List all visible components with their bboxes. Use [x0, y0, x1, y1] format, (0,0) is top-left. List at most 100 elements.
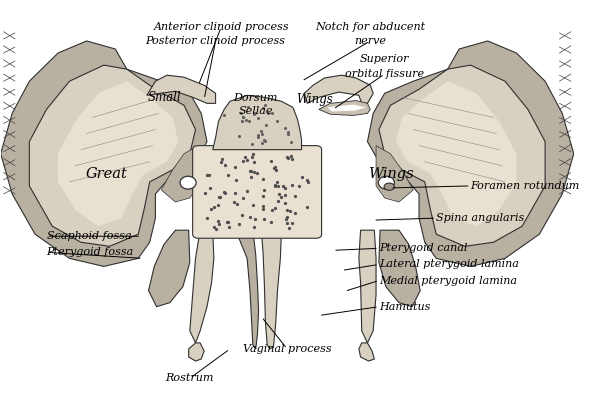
- Point: [253, 132, 263, 138]
- Point: [245, 118, 254, 125]
- Point: [242, 157, 252, 163]
- Point: [290, 193, 300, 199]
- Point: [237, 117, 247, 124]
- Point: [270, 205, 280, 211]
- Point: [204, 172, 214, 179]
- Point: [287, 182, 297, 188]
- Point: [259, 216, 269, 223]
- Text: Great: Great: [86, 167, 128, 181]
- Text: Superior: Superior: [360, 54, 409, 64]
- Text: Lateral pterygoid lamina: Lateral pterygoid lamina: [379, 259, 519, 269]
- Point: [298, 173, 307, 180]
- Ellipse shape: [180, 176, 196, 189]
- Point: [220, 162, 230, 168]
- Point: [260, 138, 270, 144]
- Point: [232, 200, 242, 207]
- Point: [253, 115, 263, 121]
- Point: [214, 221, 224, 227]
- Point: [261, 122, 271, 128]
- Point: [239, 158, 248, 164]
- Text: orbital fissure: orbital fissure: [345, 69, 424, 79]
- Point: [214, 194, 224, 200]
- Point: [287, 153, 296, 159]
- FancyBboxPatch shape: [193, 145, 322, 238]
- Point: [241, 154, 250, 160]
- Point: [217, 159, 226, 165]
- Point: [270, 164, 280, 170]
- Point: [244, 104, 253, 110]
- Point: [206, 185, 215, 191]
- Text: Pterygoid fossa: Pterygoid fossa: [47, 247, 134, 257]
- Polygon shape: [359, 343, 374, 361]
- Point: [247, 167, 256, 174]
- Text: Anterior clinoid process: Anterior clinoid process: [154, 22, 289, 32]
- Point: [282, 213, 292, 220]
- Text: Spina angularis: Spina angularis: [436, 213, 524, 223]
- Point: [302, 204, 312, 210]
- Point: [232, 177, 241, 183]
- Polygon shape: [149, 230, 190, 307]
- Text: Hamutus: Hamutus: [379, 302, 430, 311]
- Point: [287, 220, 296, 226]
- Point: [230, 164, 240, 170]
- Point: [249, 224, 259, 230]
- Point: [284, 225, 294, 231]
- Polygon shape: [29, 65, 196, 246]
- Polygon shape: [1, 41, 207, 266]
- Point: [271, 182, 280, 188]
- Polygon shape: [367, 41, 574, 266]
- Point: [253, 134, 262, 141]
- Point: [303, 179, 313, 185]
- Point: [281, 215, 291, 222]
- Point: [239, 195, 248, 202]
- Point: [263, 109, 273, 116]
- Point: [269, 165, 279, 172]
- Point: [237, 211, 247, 218]
- Point: [302, 177, 311, 184]
- Polygon shape: [190, 230, 214, 343]
- Point: [202, 215, 211, 221]
- Text: Notch for abducent: Notch for abducent: [315, 22, 425, 32]
- Point: [238, 114, 248, 120]
- Point: [242, 116, 251, 123]
- Point: [274, 191, 284, 197]
- Polygon shape: [359, 230, 376, 343]
- Point: [260, 187, 269, 194]
- Polygon shape: [188, 343, 204, 361]
- Point: [266, 158, 276, 164]
- Point: [287, 156, 297, 163]
- Point: [283, 128, 293, 135]
- Point: [259, 203, 268, 209]
- Point: [253, 170, 262, 176]
- Polygon shape: [396, 81, 517, 226]
- Polygon shape: [213, 95, 302, 149]
- Point: [248, 151, 258, 158]
- Polygon shape: [379, 65, 545, 246]
- Point: [203, 171, 212, 178]
- Point: [268, 206, 277, 213]
- Point: [209, 223, 218, 230]
- Point: [242, 187, 252, 194]
- Polygon shape: [58, 81, 178, 226]
- Point: [211, 225, 221, 232]
- Point: [272, 118, 281, 125]
- Text: Pterygoid canal: Pterygoid canal: [379, 243, 467, 253]
- Text: Rostrum: Rostrum: [166, 373, 214, 383]
- Point: [258, 175, 268, 182]
- Point: [284, 130, 293, 137]
- Point: [282, 206, 292, 213]
- Point: [217, 156, 227, 162]
- Point: [283, 220, 292, 227]
- Point: [294, 183, 304, 189]
- Point: [259, 105, 268, 111]
- Point: [266, 219, 276, 225]
- Point: [230, 190, 239, 196]
- Point: [206, 206, 215, 213]
- Point: [246, 174, 256, 180]
- Point: [274, 183, 283, 189]
- Point: [280, 125, 290, 132]
- Point: [239, 114, 248, 120]
- Point: [259, 206, 268, 212]
- Point: [256, 128, 266, 135]
- Point: [234, 133, 244, 139]
